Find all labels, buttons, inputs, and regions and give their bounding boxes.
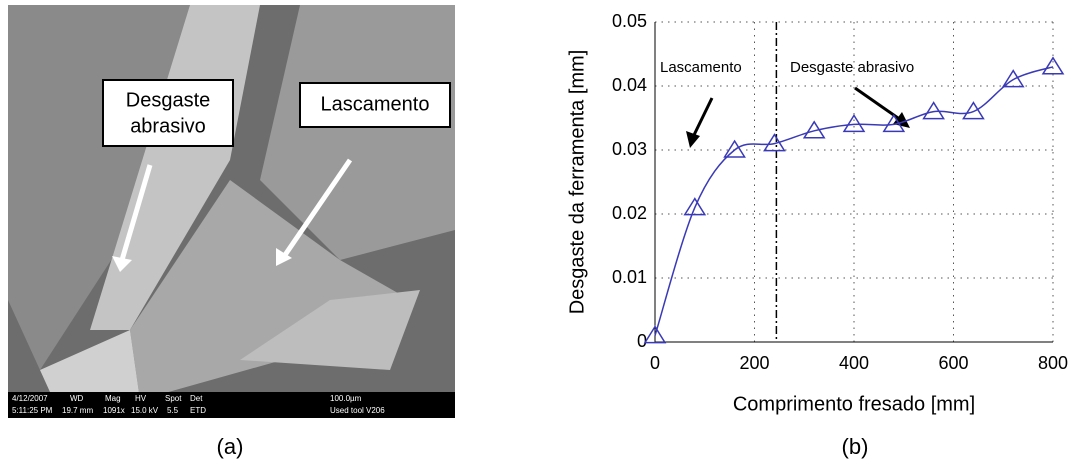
x-tick-label: 800 (1038, 353, 1068, 373)
info-text: 19.7 mm (62, 406, 93, 415)
marker (882, 113, 906, 133)
info-text: WD (70, 394, 84, 403)
info-bar (8, 392, 455, 418)
marker (683, 197, 707, 216)
arrowhead (686, 131, 700, 148)
info-text: 4/12/2007 (12, 394, 48, 403)
info-text: HV (135, 394, 147, 403)
sem-label: Lascamento (321, 93, 430, 115)
info-text: Mag (105, 394, 121, 403)
arrow (119, 164, 153, 261)
marker (1041, 56, 1065, 75)
marker (723, 139, 746, 158)
arrowhead (276, 248, 292, 266)
label-box (102, 79, 234, 147)
x-tick-label: 400 (839, 353, 869, 373)
marker (802, 120, 826, 139)
y-tick-label: 0.02 (612, 203, 647, 223)
arrow (854, 86, 899, 120)
sem-label: abrasivo (130, 115, 206, 137)
label-box (299, 82, 451, 128)
arrow (692, 97, 714, 136)
y-axis-label: Desgaste da ferramenta [mm] (566, 50, 588, 315)
marker (962, 101, 985, 120)
caption: (b) (842, 434, 869, 459)
info-text: 100.0µm (330, 394, 362, 403)
sem-image: Desgaste abrasivo Lascamento 4/12/2007 5:… (8, 5, 455, 418)
info-text: 5.5 (167, 406, 179, 415)
arrowhead (112, 256, 132, 272)
series-line (654, 66, 1054, 336)
y-tick-label: 0.05 (612, 11, 647, 31)
tool-body (240, 290, 420, 370)
info-text: Det (190, 394, 203, 403)
info-text: Used tool V206 (330, 406, 385, 415)
x-tick-label: 600 (938, 353, 968, 373)
info-text: Spot (165, 394, 182, 403)
info-text: 1091x (103, 406, 125, 415)
info-text: 15.0 kV (131, 406, 159, 415)
sem-label: Desgaste (126, 89, 211, 111)
caption: (a) (217, 434, 244, 459)
x-axis-label: Comprimento fresado [mm] (733, 393, 975, 415)
marker (1001, 69, 1025, 88)
worn-face (130, 180, 410, 400)
annotation: Desgaste abrasivo (790, 59, 914, 76)
marker (643, 325, 667, 344)
marker (922, 101, 945, 120)
y-tick-label: 0 (637, 331, 647, 351)
annotation: Lascamento (660, 59, 742, 76)
info-text: 5:11:25 PM (12, 406, 53, 415)
y-tick-label: 0.04 (612, 75, 647, 95)
marker (763, 133, 786, 152)
y-tick-label: 0.03 (612, 139, 647, 159)
chart: 0 0.01 0.02 0.03 0.04 0.05 0 200 400 600 800 Compri… (566, 11, 1068, 416)
x-tick-label: 200 (739, 353, 769, 373)
marker (842, 113, 866, 133)
tool-flank (260, 5, 455, 260)
arrow (282, 158, 353, 257)
x-tick-label: 0 (650, 353, 660, 373)
y-tick-label: 0.01 (612, 267, 647, 287)
tool-tip (40, 330, 140, 400)
info-texts: 4/12/2007 5:11:25 PM WD 19.7 mm Mag 1091x HV 15… (12, 394, 385, 415)
info-text: ETD (190, 406, 206, 415)
